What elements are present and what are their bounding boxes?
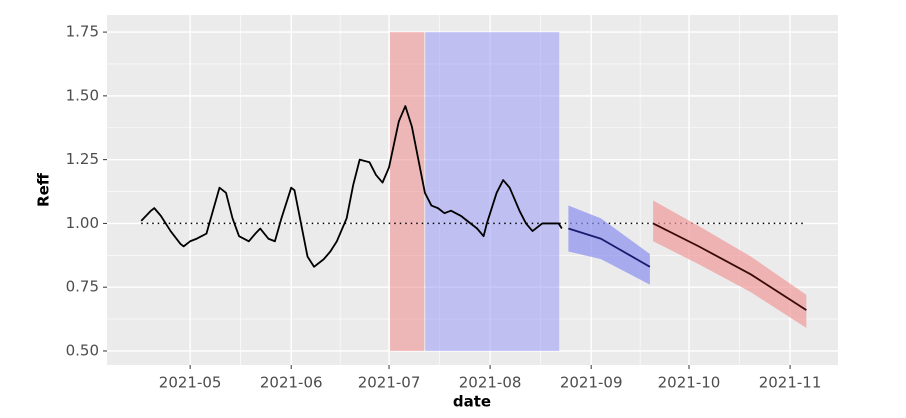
x-axis-title: date <box>453 393 491 411</box>
y-tick-label: 1.75 <box>66 23 99 41</box>
x-tick-label: 2021-11 <box>759 374 822 392</box>
y-axis-title: Reff <box>35 172 53 207</box>
series-line <box>568 227 651 268</box>
y-tick-label: 0.50 <box>66 341 99 359</box>
x-tick-label: 2021-09 <box>560 374 623 392</box>
confidence-ribbon <box>568 205 650 285</box>
x-tick-label: 2021-08 <box>459 374 522 392</box>
x-tick-label: 2021-05 <box>159 374 222 392</box>
y-tick-label: 0.75 <box>66 278 99 296</box>
shaded-region <box>390 32 425 351</box>
y-tick-label: 1.00 <box>66 214 99 232</box>
layers <box>140 32 807 351</box>
confidence-ribbon <box>653 200 807 329</box>
shaded-region <box>425 32 560 351</box>
series-line <box>652 222 807 311</box>
x-tick-label: 2021-07 <box>358 374 421 392</box>
x-tick-label: 2021-06 <box>260 374 323 392</box>
y-tick-label: 1.25 <box>66 150 99 168</box>
y-tick-label: 1.50 <box>66 86 99 104</box>
series-line <box>140 105 563 268</box>
x-tick-label: 2021-10 <box>658 374 721 392</box>
